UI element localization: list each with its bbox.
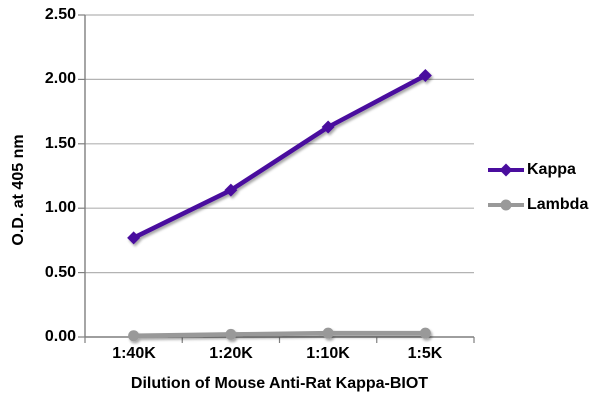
y-tick-label-5: 2.50 bbox=[44, 6, 76, 23]
lambda-series-swatch bbox=[488, 199, 524, 211]
y-tick-label-0: 0.00 bbox=[44, 328, 76, 345]
y-tick-label-1: 0.50 bbox=[44, 264, 76, 281]
y-tick-label-4: 2.00 bbox=[44, 70, 76, 87]
x-tick-label-1: 1:20K bbox=[209, 345, 253, 362]
circle-marker-icon bbox=[500, 199, 512, 211]
legend-label-kappa: Kappa bbox=[527, 161, 576, 178]
legend-label-lambda: Lambda bbox=[527, 196, 589, 213]
x-axis-title: Dilution of Mouse Anti-Rat Kappa-BIOT bbox=[130, 375, 429, 392]
legend: Kappa Lambda bbox=[487, 160, 588, 215]
y-axis-title: O.D. at 405 nm bbox=[10, 134, 27, 246]
y-tick-label-2: 1.00 bbox=[44, 199, 76, 216]
diamond-marker-icon bbox=[499, 163, 513, 177]
kappa-series-swatch bbox=[488, 163, 524, 177]
x-tick-label-2: 1:10K bbox=[306, 345, 350, 362]
legend-item-lambda: Lambda bbox=[487, 195, 588, 215]
x-tick-label-0: 1:40K bbox=[112, 345, 156, 362]
y-tick-label-3: 1.50 bbox=[44, 135, 76, 152]
x-tick-label-3: 1:5K bbox=[407, 345, 443, 362]
legend-item-kappa: Kappa bbox=[487, 160, 588, 180]
